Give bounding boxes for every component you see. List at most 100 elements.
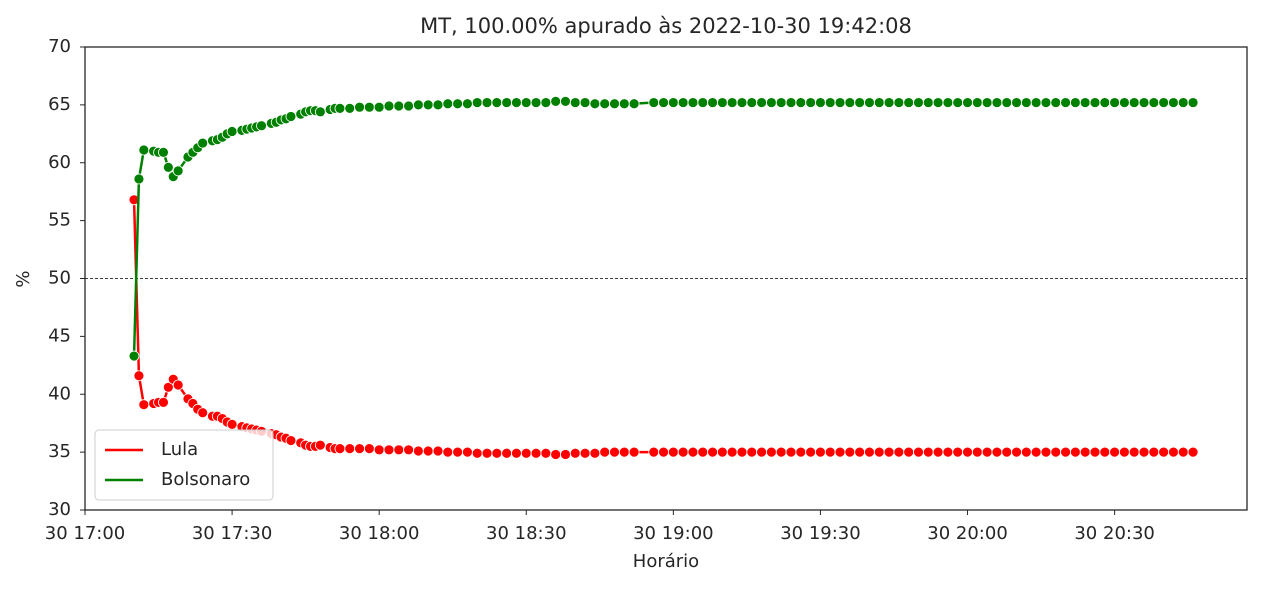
data-point [618,446,630,458]
data-point [511,447,522,459]
y-tick-label: 55 [48,210,71,231]
data-point [609,446,620,458]
data-point [285,111,297,122]
data-point [550,96,562,107]
legend-box [94,429,274,501]
data-point [815,446,826,458]
legend-label: Lula [161,439,198,460]
data-point [589,447,601,459]
data-point [1158,446,1170,458]
data-point [432,445,444,457]
data-point [579,97,591,108]
data-point [373,444,385,456]
x-tick-label: 30 20:30 [1074,523,1155,544]
data-point [158,146,169,158]
data-point [432,99,444,111]
data-point [1168,446,1179,458]
data-point [1001,97,1013,108]
data-point [422,99,434,111]
data-point [746,97,758,108]
data-point [628,446,640,458]
data-point [1109,97,1121,108]
data-point [589,98,601,110]
x-axis-label: Horário [633,551,699,572]
data-point [1187,97,1199,108]
data-point [1128,97,1140,108]
data-point [373,101,385,113]
data-point [452,446,464,458]
data-point [393,444,405,456]
data-point [172,165,184,177]
series-line [132,100,1194,357]
data-point [962,97,973,108]
data-point [775,97,787,108]
y-tick-label: 40 [48,383,71,404]
data-point [922,446,934,458]
data-point [1158,97,1170,108]
data-point [913,446,924,458]
data-point [932,97,944,108]
x-tick-label: 30 17:00 [45,523,126,544]
data-point [667,97,679,108]
data-point [716,97,728,108]
data-point [1069,446,1081,458]
data-point [854,446,866,458]
data-point [1089,97,1101,108]
x-tick-label: 30 19:00 [633,523,714,544]
data-point [481,447,493,459]
data-point [452,98,464,110]
data-point [422,445,434,457]
data-point [334,443,346,455]
data-point [462,446,473,458]
data-point [1119,446,1130,458]
data-point [883,446,895,458]
data-point [501,97,513,108]
data-point [285,435,297,446]
data-point [256,120,267,132]
data-point [716,446,728,458]
data-point [1011,446,1022,458]
data-point [962,446,973,458]
data-point [971,97,983,108]
data-point [491,97,503,108]
data-point [1001,446,1013,458]
data-point [1050,97,1062,108]
data-point [766,97,777,108]
data-point [1040,446,1052,458]
y-tick-label: 50 [48,268,71,289]
data-point [609,98,620,110]
data-point [775,446,787,458]
data-point [133,370,145,382]
data-point [530,447,542,459]
data-point [873,446,885,458]
data-point [922,97,934,108]
data-point [618,98,630,110]
data-point [1030,446,1042,458]
data-point [726,97,738,108]
data-point [1099,446,1111,458]
data-point [903,446,915,458]
data-point [628,98,640,110]
data-point [413,99,424,111]
data-point [893,97,905,108]
data-point [226,418,238,430]
data-point [795,97,807,108]
data-point [442,446,454,458]
data-point [1109,446,1121,458]
data-point [756,97,768,108]
data-point [162,161,174,173]
data-point [393,100,405,112]
data-point [172,379,184,391]
data-point [952,446,964,458]
data-point [344,443,356,455]
data-point [1020,446,1032,458]
data-point [383,100,395,112]
x-tick-label: 30 18:30 [486,523,567,544]
y-axis-label: % [13,270,34,287]
x-tick-label: 30 17:30 [192,523,273,544]
data-point [491,447,503,459]
data-point [1069,97,1081,108]
data-point [687,446,699,458]
